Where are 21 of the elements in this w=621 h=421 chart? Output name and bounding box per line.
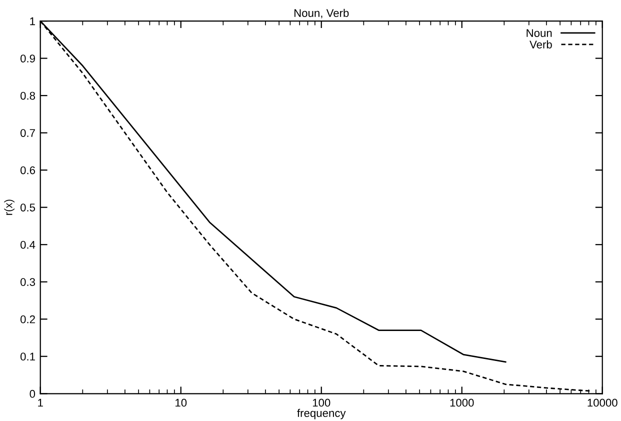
y-tick-label: 0.8 [20, 92, 36, 100]
y-tick-label: 0.4 [20, 240, 36, 249]
y-tick-label: 0.1 [20, 352, 35, 361]
x-tick-label: 10000 [588, 398, 618, 407]
legend-label: Noun [526, 29, 552, 37]
y-tick-label: 0.7 [20, 129, 35, 137]
chart-title: Noun, Verb [294, 8, 349, 18]
y-axis-title: r(x) [4, 200, 14, 215]
x-tick-label: 1000 [450, 398, 474, 407]
y-tick-label: 0.2 [20, 315, 35, 324]
x-tick-label: 1 [38, 398, 43, 407]
y-tick-label: 0.3 [20, 278, 36, 286]
y-tick-label: 0 [30, 390, 36, 398]
y-tick-label: 0.9 [20, 54, 35, 62]
legend-label: Verb [530, 40, 552, 48]
x-axis-title: frequency [297, 408, 346, 420]
y-tick-label: 1 [30, 17, 35, 26]
x-tick-label: 10 [176, 398, 187, 407]
y-tick-label: 0.6 [20, 166, 36, 174]
x-tick-label: 100 [312, 398, 330, 407]
y-tick-label: 0.5 [20, 204, 36, 212]
